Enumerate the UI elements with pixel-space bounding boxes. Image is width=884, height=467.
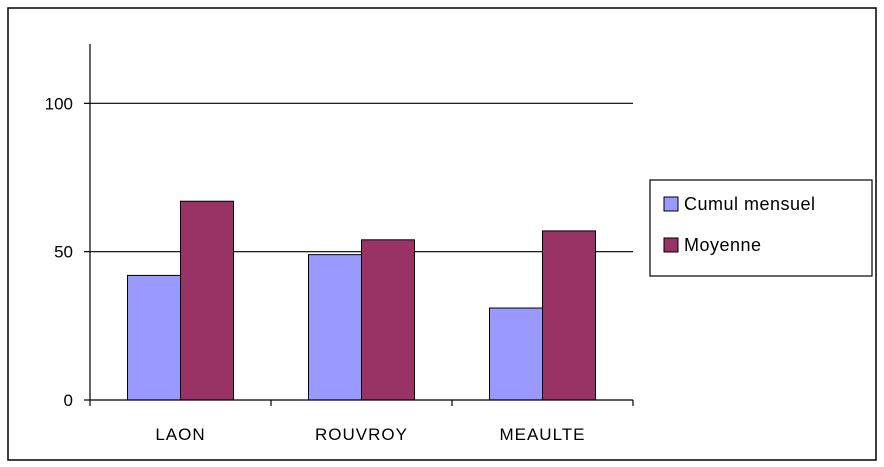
bars [127, 200, 596, 401]
bar-cumul-mensuel [308, 254, 362, 401]
legend-label-cumul-mensuel: Cumul mensuel [684, 194, 816, 214]
y-tick-label: 100 [45, 94, 73, 113]
legend-box [649, 179, 873, 277]
x-category-label: LAON [155, 425, 205, 444]
y-tick-label: 0 [64, 391, 73, 410]
x-category-label: MEAULTE [499, 425, 585, 444]
legend: Cumul mensuel Moyenne [649, 179, 873, 277]
legend-label-moyenne: Moyenne [684, 235, 762, 255]
legend-swatch-moyenne [663, 237, 679, 253]
y-tick-label: 50 [54, 243, 73, 262]
legend-swatch-cumul-mensuel [663, 196, 679, 212]
bar-moyenne [180, 200, 234, 401]
y-tick-labels: 0 50 100 [45, 94, 73, 410]
axes [84, 44, 634, 406]
bar-cumul-mensuel [127, 274, 181, 401]
bar-cumul-mensuel [489, 307, 543, 401]
bar-moyenne [361, 239, 415, 401]
x-category-label: ROUVROY [315, 425, 408, 444]
x-category-labels: LAON ROUVROY MEAULTE [155, 425, 585, 444]
bar-moyenne [542, 230, 596, 401]
